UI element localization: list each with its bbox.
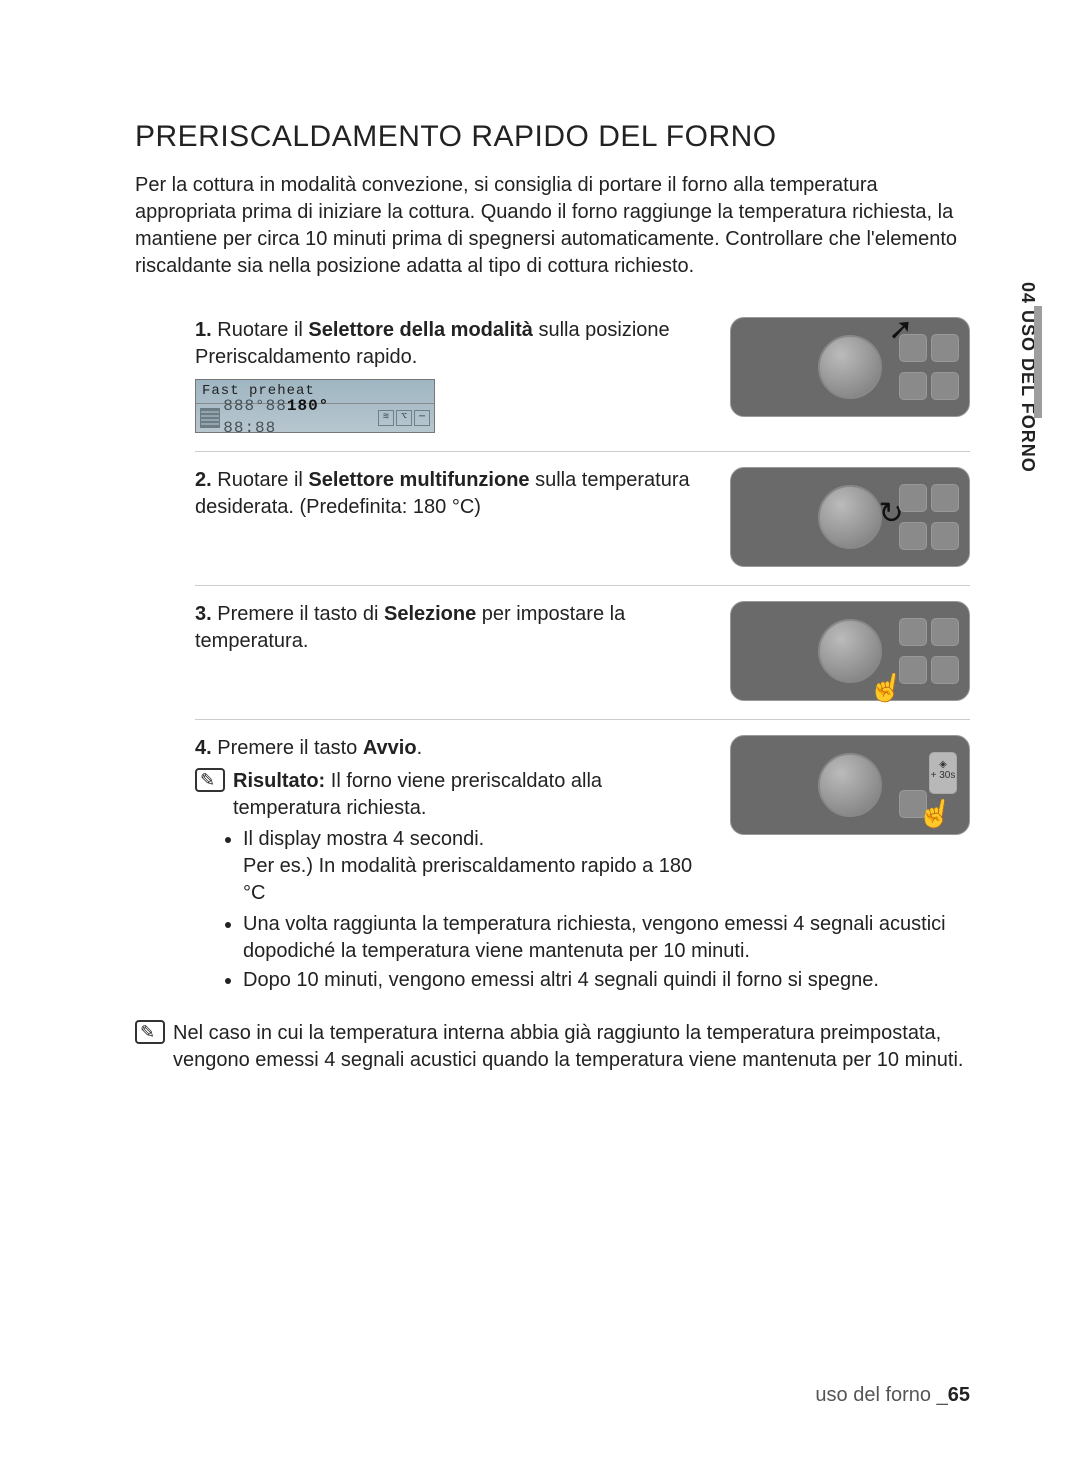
intro-text: Per la cottura in modalità convezione, s… bbox=[135, 172, 970, 280]
display-small-icon: ⌥ bbox=[396, 410, 412, 426]
mode-dial-panel: ➚ bbox=[730, 317, 970, 417]
footer-text: uso del forno _ bbox=[815, 1384, 947, 1406]
multi-dial bbox=[818, 753, 882, 817]
note-icon bbox=[195, 768, 225, 792]
result-bullets: Il display mostra 4 secondi. Per es.) In… bbox=[195, 826, 710, 907]
step-2-text-pre: Ruotare il bbox=[217, 469, 308, 491]
panel-button bbox=[899, 618, 927, 646]
step-3-text-pre: Premere il tasto di bbox=[217, 603, 384, 625]
step-3-bold: Selezione bbox=[384, 603, 476, 625]
step-1-text-pre: Ruotare il bbox=[217, 319, 308, 341]
result-bullet: Dopo 10 minuti, vengono emessi altri 4 s… bbox=[243, 967, 970, 994]
panel-button bbox=[899, 484, 927, 512]
hand-press-icon: ☝ bbox=[866, 668, 906, 707]
panel-button bbox=[931, 656, 959, 684]
page-number: 65 bbox=[948, 1384, 970, 1406]
step-2-number: 2. bbox=[195, 469, 212, 491]
result-bullet: Una volta raggiunta la temperatura richi… bbox=[243, 911, 970, 965]
seg-dim2: 88 bbox=[266, 397, 287, 415]
panel-button bbox=[899, 334, 927, 362]
display-small-icon: ≋ bbox=[378, 410, 394, 426]
seg-dim3: 88:88 bbox=[223, 419, 276, 437]
multi-dial-panel: ↻ bbox=[730, 467, 970, 567]
step-4-text-pre: Premere il tasto bbox=[217, 737, 363, 759]
panel-button bbox=[931, 618, 959, 646]
step-4: 4. Premere il tasto Avvio. Risultato: Il… bbox=[195, 719, 970, 1014]
step-4-bold: Avvio bbox=[363, 737, 417, 759]
panel-button bbox=[931, 484, 959, 512]
seg-temp: 180° bbox=[287, 397, 329, 415]
chapter-tab: 04 USO DEL FORNO bbox=[1015, 278, 1040, 477]
display-small-icon: ⋯ bbox=[414, 410, 430, 426]
multi-dial bbox=[818, 485, 882, 549]
start-plus30-button: ◈ + 30s bbox=[929, 752, 957, 794]
mode-dial bbox=[818, 335, 882, 399]
panel-button bbox=[931, 334, 959, 362]
step-4-text-post: . bbox=[417, 737, 423, 759]
step-2-bold: Selettore multifunzione bbox=[308, 469, 529, 491]
step-1-number: 1. bbox=[195, 319, 212, 341]
panel-button bbox=[931, 522, 959, 550]
seg-dim1: 888° bbox=[223, 397, 265, 415]
step-3: 3. Premere il tasto di Selezione per imp… bbox=[195, 585, 970, 719]
step-1-bold: Selettore della modalità bbox=[308, 319, 533, 341]
step-1: 1. Ruotare il Selettore della modalità s… bbox=[195, 302, 970, 451]
final-note-text: Nel caso in cui la temperatura interna a… bbox=[173, 1020, 970, 1074]
note-icon bbox=[135, 1020, 165, 1044]
oven-display-icon bbox=[200, 408, 220, 428]
panel-button bbox=[931, 372, 959, 400]
panel-button bbox=[899, 522, 927, 550]
select-panel: ☝ bbox=[730, 601, 970, 701]
page-footer: uso del forno _65 bbox=[815, 1384, 970, 1407]
start-panel: ◈ + 30s ☝ bbox=[730, 735, 970, 835]
page-title: PRERISCALDAMENTO RAPIDO DEL FORNO bbox=[135, 120, 970, 154]
final-note: Nel caso in cui la temperatura interna a… bbox=[135, 1020, 970, 1074]
oven-display: Fast preheat 888°88180° 88:88 ≋ ⌥ ⋯ bbox=[195, 379, 435, 433]
hand-press-icon: ☝ bbox=[916, 794, 956, 833]
panel-button bbox=[899, 372, 927, 400]
step-4-number: 4. bbox=[195, 737, 212, 759]
step-2: 2. Ruotare il Selettore multifunzione su… bbox=[195, 451, 970, 585]
result-bullet: Il display mostra 4 secondi. Per es.) In… bbox=[243, 826, 710, 907]
step-3-number: 3. bbox=[195, 603, 212, 625]
result-label: Risultato: bbox=[233, 770, 325, 792]
